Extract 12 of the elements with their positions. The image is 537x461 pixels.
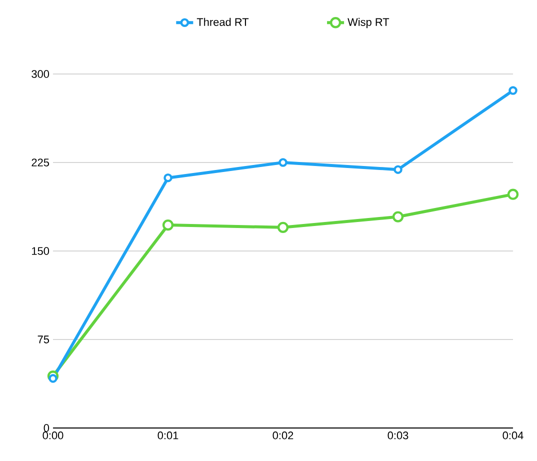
y-tick-label: 225 xyxy=(32,158,50,166)
x-tick-label: 0:00 xyxy=(42,432,64,440)
legend-label: Wisp RT xyxy=(348,18,390,28)
x-tick-label: 0:04 xyxy=(502,432,524,440)
y-tick-label: 150 xyxy=(32,247,50,255)
y-tick-label: 300 xyxy=(32,70,50,78)
x-tick-label: 0:01 xyxy=(158,432,178,440)
x-tick-label: 0:02 xyxy=(272,432,294,440)
y-tick-label: 75 xyxy=(38,336,50,344)
y-tick-label: 0 xyxy=(44,424,50,432)
legend-label: Thread RT xyxy=(196,18,249,26)
x-tick-label: 0:03 xyxy=(388,432,408,440)
